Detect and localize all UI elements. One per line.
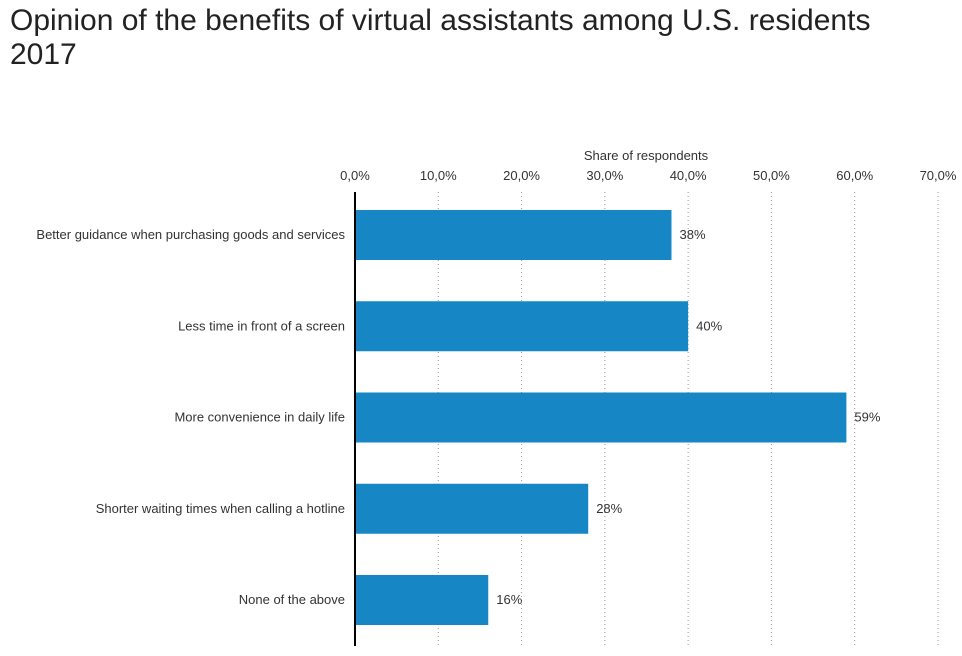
chart-title: Opinion of the benefits of virtual assis… — [10, 4, 871, 71]
x-axis-ticks: 0,0% 10,0% 20,0% 30,0% 40,0% 50,0% 60,0% 70,0% — [340, 168, 957, 183]
x-tick-label: 60,0% — [836, 168, 873, 183]
bar — [355, 575, 489, 625]
x-tick-label: 50,0% — [753, 168, 790, 183]
category-label: More convenience in daily life — [174, 410, 345, 425]
x-tick-label: 10,0% — [420, 168, 457, 183]
data-label: 59% — [854, 410, 880, 425]
data-label: 16% — [496, 592, 522, 607]
data-label: 28% — [596, 501, 622, 516]
bar — [355, 301, 689, 352]
bars — [355, 210, 847, 625]
category-label: None of the above — [239, 592, 345, 607]
category-label: Better guidance when purchasing goods an… — [36, 227, 345, 242]
bar — [355, 392, 847, 443]
x-tick-label: 0,0% — [340, 168, 370, 183]
x-tick-label: 40,0% — [670, 168, 707, 183]
x-tick-label: 70,0% — [920, 168, 957, 183]
category-label: Shorter waiting times when calling a hot… — [96, 501, 345, 516]
x-axis-title: Share of respondents — [584, 148, 709, 163]
category-label: Less time in front of a screen — [178, 318, 345, 333]
data-label: 40% — [696, 318, 722, 333]
bar — [355, 483, 589, 534]
data-labels: 38% 40% 59% 28% 16% — [496, 227, 881, 607]
data-label: 38% — [679, 227, 705, 242]
category-labels: Better guidance when purchasing goods an… — [36, 227, 345, 607]
x-tick-label: 30,0% — [586, 168, 623, 183]
bar — [355, 210, 672, 260]
x-tick-label: 20,0% — [503, 168, 540, 183]
